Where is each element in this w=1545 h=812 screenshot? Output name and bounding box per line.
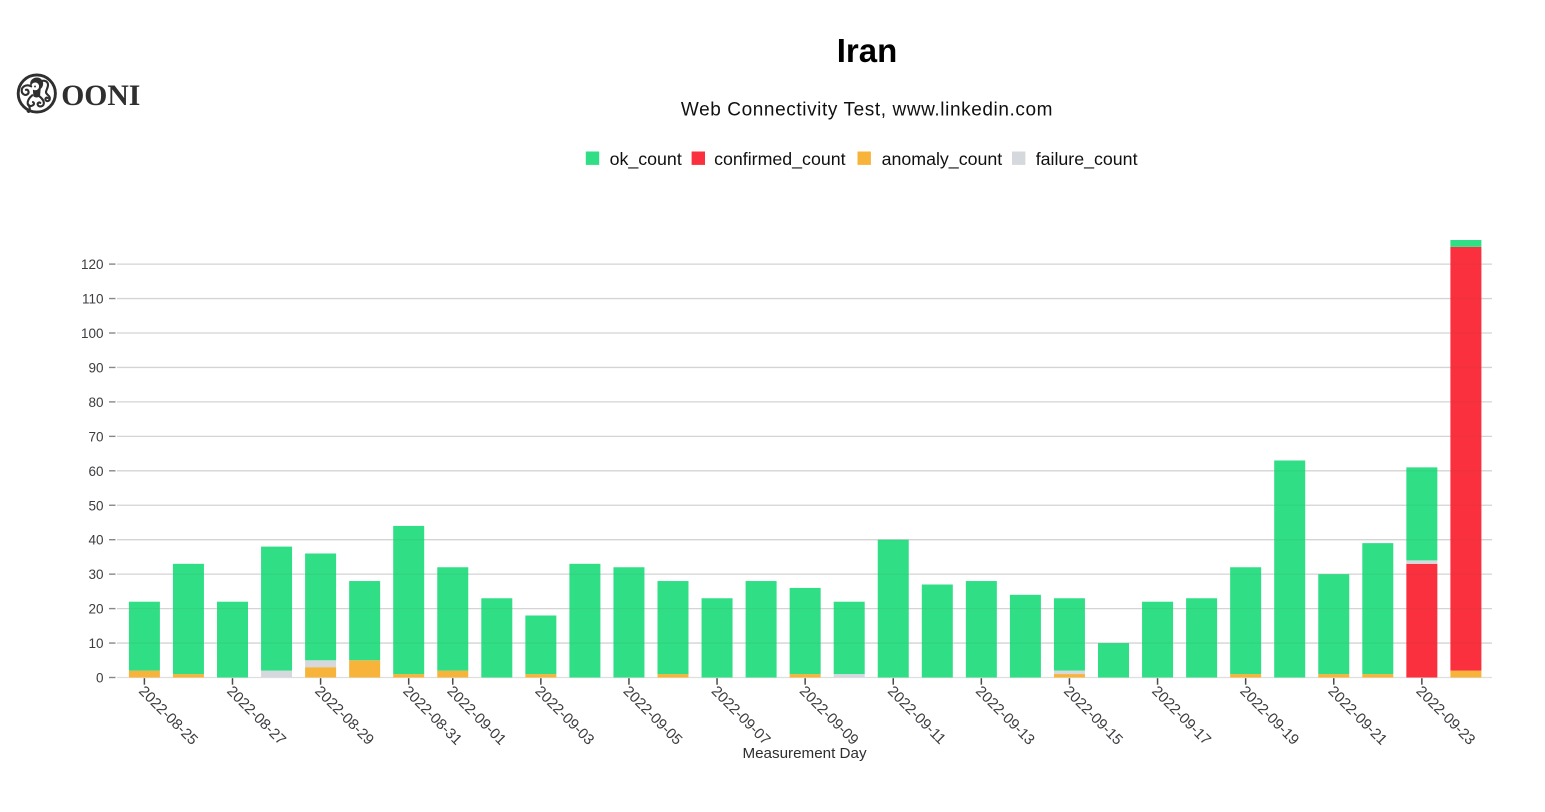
svg-text:Web Connectivity Test, www.lin: Web Connectivity Test, www.linkedin.com xyxy=(681,99,1053,120)
svg-text:ok_count: ok_count xyxy=(610,149,682,170)
svg-text:90: 90 xyxy=(88,360,103,375)
svg-text:100: 100 xyxy=(81,326,104,341)
svg-text:failure_count: failure_count xyxy=(1036,149,1138,170)
svg-text:Measurement Day: Measurement Day xyxy=(742,745,866,762)
svg-text:confirmed_count: confirmed_count xyxy=(714,149,846,170)
svg-text:70: 70 xyxy=(88,429,103,444)
svg-text:30: 30 xyxy=(88,567,103,582)
svg-text:60: 60 xyxy=(88,464,103,479)
svg-text:110: 110 xyxy=(82,292,104,307)
svg-text:10: 10 xyxy=(88,636,103,651)
svg-text:40: 40 xyxy=(88,533,103,548)
svg-text:20: 20 xyxy=(88,602,103,617)
svg-text:120: 120 xyxy=(81,257,104,272)
svg-text:50: 50 xyxy=(88,498,103,513)
svg-text:Iran: Iran xyxy=(837,32,898,69)
svg-text:OONI: OONI xyxy=(61,80,140,112)
svg-text:anomaly_count: anomaly_count xyxy=(882,149,1003,170)
svg-text:80: 80 xyxy=(88,395,103,410)
svg-text:0: 0 xyxy=(96,671,104,686)
